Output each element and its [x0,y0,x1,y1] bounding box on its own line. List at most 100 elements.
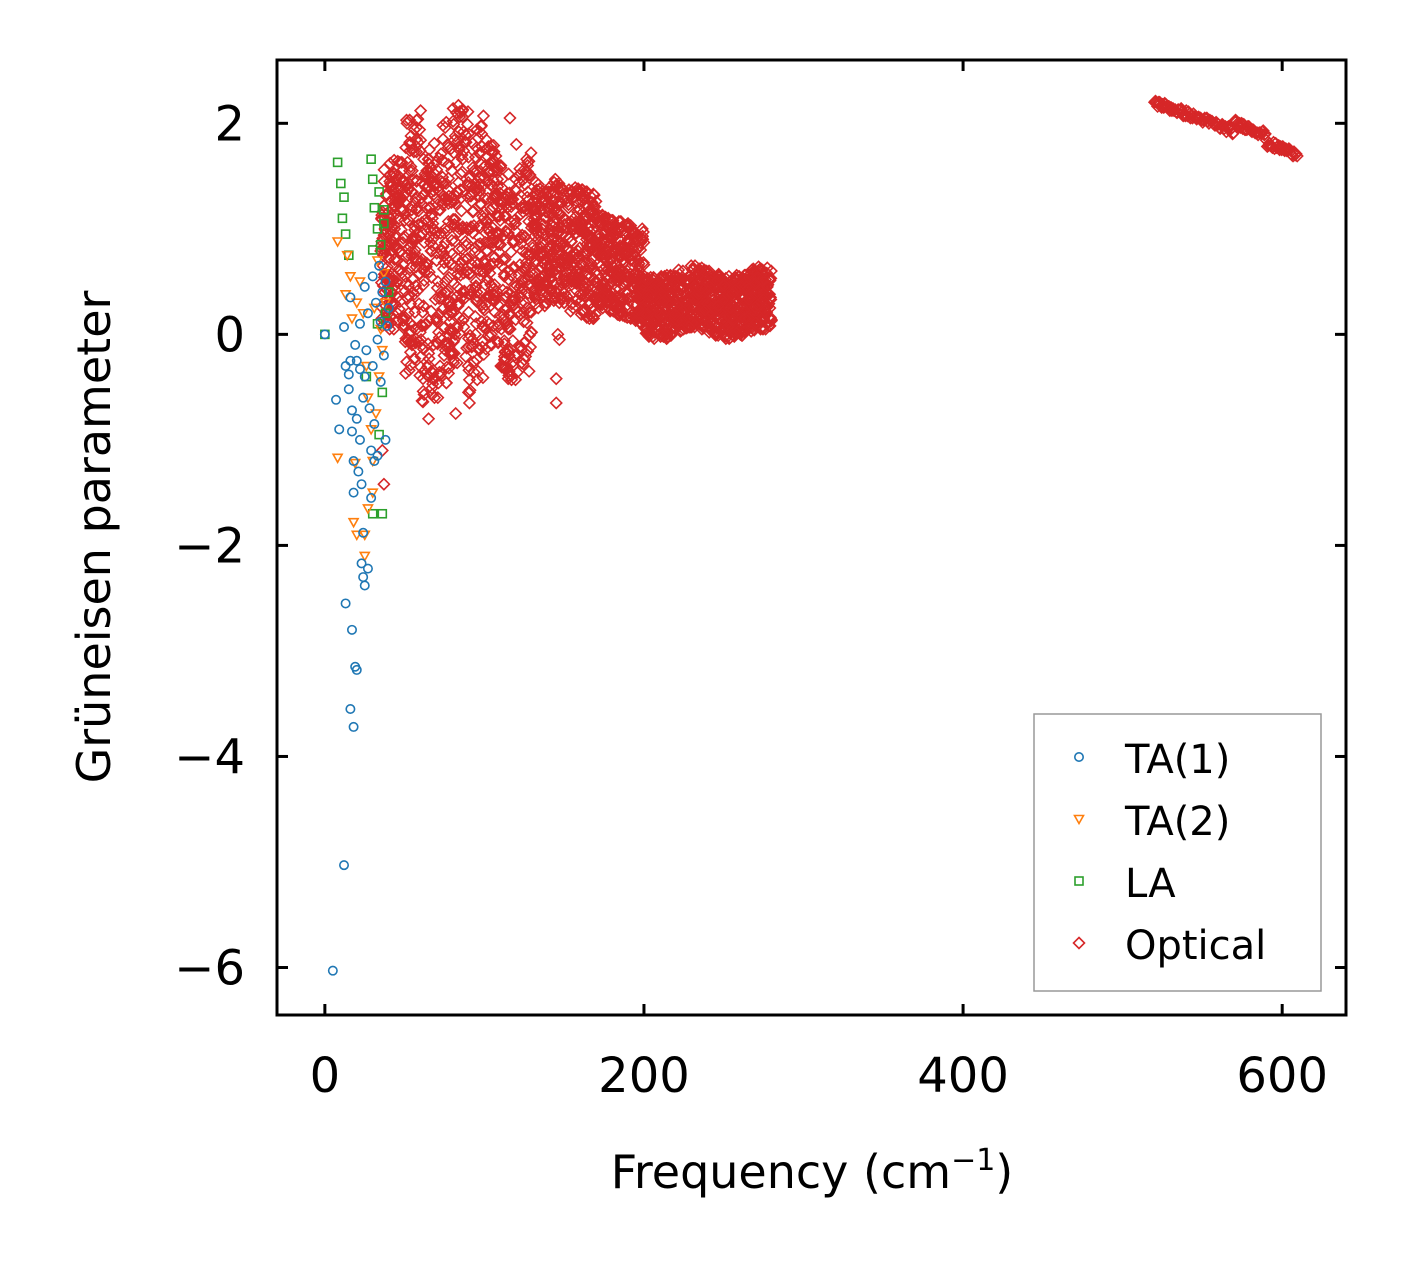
data-point [500,285,514,299]
data-point [439,376,454,390]
data-point [370,409,382,420]
data-point [403,113,417,127]
data-point [694,272,709,287]
data-point [358,572,369,583]
data-point [507,217,521,232]
data-point [512,268,526,282]
data-point [356,558,367,569]
data-point [610,258,624,272]
legend-marker-optical [1072,936,1086,950]
data-point [452,143,466,157]
data-point [586,261,601,275]
data-point [648,321,663,335]
data-point [346,405,357,416]
data-point [404,209,419,223]
data-point [397,229,412,243]
data-point [386,169,400,183]
data-point [498,252,512,267]
data-point [347,517,360,529]
data-point [466,161,480,175]
data-point [348,721,359,732]
data-point [404,129,418,143]
data-point [530,272,544,287]
data-point [491,298,505,312]
data-point [583,297,597,311]
data-point [440,272,454,287]
data-point [748,277,762,291]
data-point [434,226,448,240]
data-point [398,366,413,381]
data-point [703,280,717,294]
data-point [640,327,654,341]
data-point [590,276,604,290]
data-point [366,492,377,503]
data-point [383,292,397,307]
data-point [726,308,740,323]
data-point [467,164,481,178]
data-point [532,263,547,277]
data-point [556,184,570,198]
data-point [441,337,455,351]
data-point [474,157,489,172]
data-point [476,301,490,315]
data-point [379,205,389,215]
data-point [414,360,428,374]
data-point [403,135,417,149]
data-point [612,274,626,289]
data-point [725,272,739,287]
data-point [515,244,530,258]
data-point [456,314,470,328]
data-point [358,551,371,563]
data-point [438,222,452,236]
data-point [487,154,502,168]
data-point [409,145,424,159]
data-point [431,274,445,289]
data-point [670,299,684,313]
data-point [484,338,499,352]
data-point [632,264,646,278]
data-point [371,256,384,267]
data-point [437,226,452,240]
data-point [399,113,414,127]
data-point [493,238,508,252]
data-point [476,370,490,385]
data-point [415,394,429,408]
data-point [466,205,480,219]
data-point [520,203,534,217]
data-point [578,264,593,278]
data-point [710,325,724,339]
data-point [383,156,397,171]
data-point [620,235,634,250]
data-point [434,147,448,161]
legend-label-ta1: TA(1) [1124,737,1230,783]
data-point [698,303,712,317]
data-point [389,274,404,289]
data-point [711,299,725,313]
data-point [427,136,441,150]
data-point [638,298,652,312]
data-point [633,316,647,330]
data-point [443,300,457,314]
data-point [638,306,652,320]
data-point [542,267,556,281]
data-point [521,344,535,358]
data-point [404,159,418,174]
data-point [617,307,631,321]
data-point [461,190,475,204]
data-point [441,157,456,172]
data-point [430,163,444,177]
data-point [586,311,601,326]
data-point [668,307,682,321]
data-point [577,279,591,293]
data-point [685,316,699,330]
data-point [695,322,709,336]
data-point [626,225,640,239]
data-point [411,204,426,218]
data-point [670,296,685,310]
data-point [427,391,442,405]
data-point [544,271,559,286]
data-point [521,158,535,173]
data-point [561,201,576,215]
data-point [592,208,606,222]
